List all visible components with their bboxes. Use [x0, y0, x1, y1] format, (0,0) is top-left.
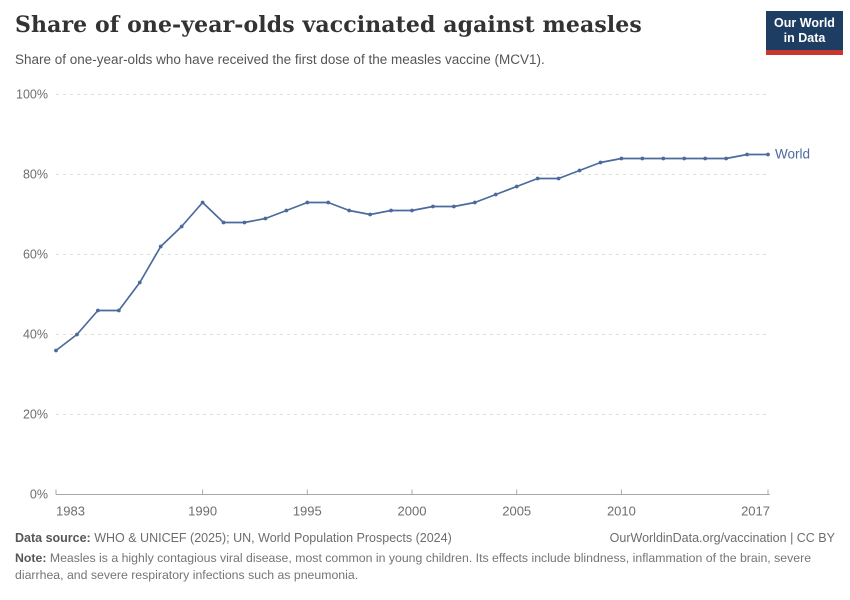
- data-point: [431, 204, 435, 209]
- data-point: [284, 208, 289, 213]
- data-point: [326, 200, 331, 205]
- data-point: [137, 280, 142, 285]
- y-tick-label: 100%: [16, 88, 48, 102]
- data-point: [410, 208, 414, 213]
- data-point: [347, 208, 352, 213]
- data-point: [703, 156, 708, 161]
- data-point: [640, 156, 645, 161]
- note-text: Measles is a highly contagious viral dis…: [15, 551, 812, 582]
- note-label: Note:: [15, 551, 47, 565]
- x-tick-label: 2010: [607, 504, 636, 519]
- data-point: [472, 200, 477, 205]
- data-point: [493, 192, 498, 197]
- x-tick-label: 2000: [398, 504, 427, 519]
- data-source-text: Data source: WHO & UNICEF (2025); UN, Wo…: [15, 531, 452, 545]
- data-point: [221, 220, 226, 225]
- y-tick-label: 0%: [30, 488, 48, 502]
- y-tick-label: 40%: [23, 328, 48, 342]
- data-point: [305, 200, 310, 205]
- data-point: [54, 348, 58, 353]
- data-point: [200, 200, 205, 205]
- data-point: [661, 156, 666, 161]
- x-tick-label: 2017: [741, 504, 770, 519]
- data-point: [724, 156, 729, 161]
- data-point: [242, 220, 247, 225]
- data-point: [95, 308, 100, 313]
- data-point: [598, 160, 603, 165]
- data-point: [745, 152, 749, 157]
- data-point: [619, 156, 624, 161]
- data-point: [535, 176, 540, 181]
- chart-subtitle: Share of one-year-olds who have received…: [15, 52, 545, 67]
- data-point: [389, 208, 393, 213]
- data-point: [556, 176, 561, 181]
- y-tick-label: 80%: [23, 168, 48, 182]
- data-source-label: Data source:: [15, 531, 91, 545]
- data-point: [514, 184, 519, 189]
- x-tick-label: 2005: [502, 504, 531, 519]
- data-point: [577, 168, 582, 173]
- owid-logo[interactable]: Our World in Data: [766, 11, 843, 55]
- data-point: [75, 332, 79, 337]
- owid-logo-line2: in Data: [783, 31, 826, 45]
- data-source-value: WHO & UNICEF (2025); UN, World Populatio…: [90, 531, 452, 545]
- y-tick-label: 60%: [23, 248, 48, 262]
- series-end-label: World: [775, 147, 810, 162]
- data-point: [116, 308, 121, 313]
- y-tick-label: 20%: [23, 408, 48, 422]
- data-point: [263, 216, 268, 221]
- x-tick-label: 1990: [188, 504, 217, 519]
- x-tick-label: 1995: [293, 504, 322, 519]
- attribution-link[interactable]: OurWorldinData.org/vaccination | CC BY: [609, 531, 835, 545]
- chart-footer: Data source: WHO & UNICEF (2025); UN, Wo…: [15, 531, 835, 584]
- page-title: Share of one-year-olds vaccinated agains…: [15, 12, 642, 38]
- data-point: [451, 204, 456, 209]
- data-point: [158, 244, 163, 249]
- data-point: [368, 212, 373, 217]
- data-point: [179, 224, 184, 229]
- line-chart: 0% 20% 40% 60% 80% 100% 1983 1990 1995 2000 2005 20…: [16, 88, 810, 519]
- data-point: [766, 152, 770, 157]
- x-tick-label: 1983: [56, 504, 85, 519]
- series-line-world: [55, 153, 769, 352]
- data-point: [682, 156, 687, 161]
- owid-logo-line1: Our World: [774, 16, 835, 30]
- chart-note: Note: Measles is a highly contagious vir…: [15, 550, 817, 584]
